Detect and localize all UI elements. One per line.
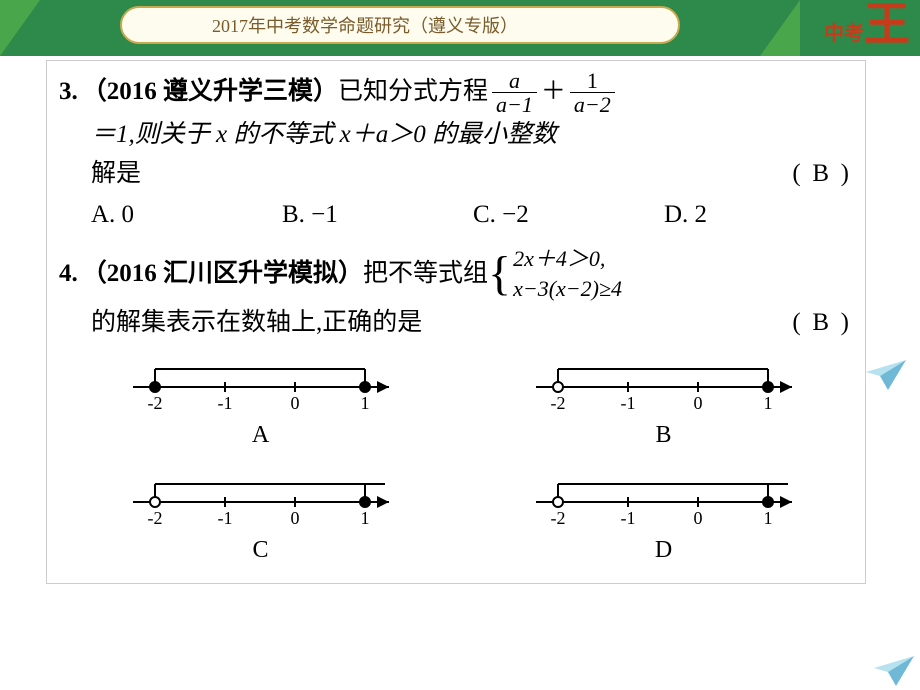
question-4: 4. （2016 汇川区升学模拟） 把不等式组 { 2x＋4＞0, x−3(x−… <box>59 244 855 569</box>
q3-answer: B <box>807 155 835 194</box>
paren-open: ( <box>792 155 800 194</box>
paper-plane-icon <box>866 360 906 390</box>
svg-text:-1: -1 <box>620 393 635 413</box>
numberline-grid: -2 -1 0 1 A -2 -1 0 1 B -2 -1 0 1 C -2 -1 0 1 D <box>59 349 855 569</box>
brand-logo: 中考 王 <box>824 2 910 48</box>
q3-line1: 3. （2016 遵义升学三模） 已知分式方程 a a−1 ＋ 1 a−2 <box>59 69 855 116</box>
q4-cont: 的解集表示在数轴上,正确的是 <box>91 304 786 343</box>
q3-option-b: B. −1 <box>282 196 473 235</box>
svg-text:-2: -2 <box>147 508 162 528</box>
q4-source: （2016 汇川区升学模拟） <box>82 255 363 294</box>
svg-text:-2: -2 <box>550 508 565 528</box>
numberline-b: -2 -1 0 1 <box>514 349 814 415</box>
nl-label-b: B <box>492 417 835 454</box>
nl-label-c: C <box>89 532 432 569</box>
svg-text:-2: -2 <box>550 393 565 413</box>
q3-option-a: A. 0 <box>91 196 282 235</box>
q4-lead: 把不等式组 <box>363 255 488 294</box>
brace-icon: { <box>488 262 511 286</box>
slide: 2017年中考数学命题研究（遵义专版） 中考 王 3. （2016 遵义升学三模… <box>0 0 920 690</box>
logo-small: 中考 <box>824 17 864 46</box>
svg-text:0: 0 <box>290 393 299 413</box>
nl-cell-a: -2 -1 0 1 A <box>89 349 432 454</box>
svg-text:0: 0 <box>693 508 702 528</box>
q4-sys2: x−3(x−2)≥4 <box>513 274 622 304</box>
q3-frac1-den: a−1 <box>492 92 537 116</box>
q3-frac1: a a−1 <box>492 69 537 116</box>
q4-system: 2x＋4＞0, x−3(x−2)≥4 <box>513 244 622 303</box>
paren-close: ) <box>841 304 849 343</box>
nl-cell-c: -2 -1 0 1 C <box>89 464 432 569</box>
svg-text:0: 0 <box>693 393 702 413</box>
svg-text:1: 1 <box>360 508 369 528</box>
banner: 2017年中考数学命题研究（遵义专版） 中考 王 <box>0 0 920 56</box>
q3-source: （2016 遵义升学三模） <box>82 73 338 112</box>
q3-frac2-num: 1 <box>583 69 602 92</box>
q3-line2: ＝1,则关于 x 的不等式 x＋a＞0 的最小整数 <box>59 116 855 155</box>
q3-line3: 解是 ( B ) <box>59 155 855 194</box>
nl-cell-b: -2 -1 0 1 B <box>492 349 835 454</box>
svg-text:-1: -1 <box>217 508 232 528</box>
question-3: 3. （2016 遵义升学三模） 已知分式方程 a a−1 ＋ 1 a−2 ＝1… <box>59 69 855 234</box>
logo-big: 王 <box>864 2 910 48</box>
q4-sys1: 2x＋4＞0, <box>513 244 622 274</box>
q4-line2: 的解集表示在数轴上,正确的是 ( B ) <box>59 304 855 343</box>
content-card: 3. （2016 遵义升学三模） 已知分式方程 a a−1 ＋ 1 a−2 ＝1… <box>46 60 866 584</box>
svg-text:1: 1 <box>763 393 772 413</box>
q3-option-c: C. −2 <box>473 196 664 235</box>
q3-frac2-den: a−2 <box>570 92 615 116</box>
banner-accent-right <box>760 0 800 56</box>
svg-text:-1: -1 <box>217 393 232 413</box>
q3-cont2: 解是 <box>91 155 786 194</box>
header-pill: 2017年中考数学命题研究（遵义专版） <box>120 6 680 44</box>
q3-option-d: D. 2 <box>664 196 855 235</box>
paren-close: ) <box>841 155 849 194</box>
q3-number: 3. <box>59 73 78 112</box>
nl-label-d: D <box>492 532 835 569</box>
header-title: 2017年中考数学命题研究（遵义专版） <box>212 12 518 38</box>
paper-plane-icon <box>874 656 914 686</box>
q4-answer: B <box>807 304 835 343</box>
nl-label-a: A <box>89 417 432 454</box>
nl-cell-d: -2 -1 0 1 D <box>492 464 835 569</box>
paren-open: ( <box>792 304 800 343</box>
q4-number: 4. <box>59 255 78 294</box>
banner-accent-left <box>0 0 40 56</box>
numberline-c: -2 -1 0 1 <box>111 464 411 530</box>
numberline-a: -2 -1 0 1 <box>111 349 411 415</box>
q4-line1: 4. （2016 汇川区升学模拟） 把不等式组 { 2x＋4＞0, x−3(x−… <box>59 244 855 303</box>
svg-text:1: 1 <box>360 393 369 413</box>
q3-lead: 已知分式方程 <box>338 73 488 112</box>
svg-text:-2: -2 <box>147 393 162 413</box>
q3-plus: ＋ <box>541 73 566 112</box>
q3-options: A. 0 B. −1 C. −2 D. 2 <box>59 196 855 235</box>
svg-text:0: 0 <box>290 508 299 528</box>
q3-frac2: 1 a−2 <box>570 69 615 116</box>
numberline-d: -2 -1 0 1 <box>514 464 814 530</box>
q3-cont1: ＝1,则关于 x 的不等式 x＋a＞0 的最小整数 <box>91 121 557 148</box>
svg-text:-1: -1 <box>620 508 635 528</box>
q3-frac1-num: a <box>505 69 524 92</box>
svg-text:1: 1 <box>763 508 772 528</box>
